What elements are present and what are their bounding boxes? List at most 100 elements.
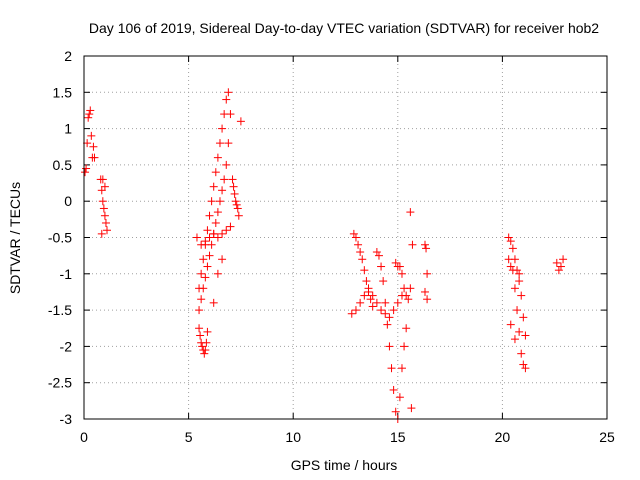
data-point	[97, 229, 106, 238]
x-tick-label: 10	[285, 429, 301, 445]
series-arc-12	[420, 240, 432, 304]
data-point	[205, 211, 214, 220]
data-point	[515, 327, 524, 336]
data-point	[383, 320, 392, 329]
data-point	[226, 222, 235, 231]
series-arc-13	[504, 233, 530, 340]
data-point	[222, 226, 231, 235]
data-point	[87, 131, 96, 140]
data-point	[406, 208, 415, 217]
data-point	[218, 229, 227, 238]
data-point	[197, 269, 206, 278]
plot-frame	[83, 55, 608, 420]
series-arc-15	[552, 255, 568, 275]
data-point	[349, 229, 358, 238]
data-point	[391, 258, 400, 267]
data-point	[202, 338, 211, 347]
data-point	[513, 306, 522, 315]
data-point	[385, 342, 394, 351]
y-tick-label: 0.5	[53, 157, 73, 173]
x-tick-label: 15	[390, 429, 406, 445]
data-point	[224, 88, 233, 97]
data-point	[506, 237, 515, 246]
data-point	[218, 255, 227, 264]
data-point	[101, 218, 110, 227]
data-point	[209, 298, 218, 307]
data-point	[213, 233, 222, 242]
data-point	[197, 295, 206, 304]
data-point	[504, 233, 513, 242]
axis-ticks: 0 5 10 15 20 25 -3 -2.5 -2 -1.5 -1 -0.5 0 0.5 1 1.5 2	[48, 48, 615, 445]
data-point	[81, 168, 90, 177]
data-point	[84, 113, 93, 122]
data-point	[100, 211, 109, 220]
series-arc-1	[81, 106, 99, 177]
y-tick-label: 0	[64, 193, 72, 209]
x-axis-label: GPS time / hours	[291, 457, 398, 473]
data-point	[89, 142, 98, 151]
data-point	[517, 291, 526, 300]
data-point	[360, 291, 369, 300]
data-point	[205, 233, 214, 242]
data-point	[85, 110, 94, 119]
data-point	[402, 324, 411, 333]
data-point	[356, 298, 365, 307]
data-point	[200, 349, 209, 358]
data-point	[209, 182, 218, 191]
y-tick-label: -2	[60, 338, 73, 354]
data-point	[368, 291, 377, 300]
data-point	[510, 284, 519, 293]
data-point	[211, 218, 220, 227]
x-tick-label: 25	[599, 429, 615, 445]
y-tick-label: -0.5	[48, 230, 72, 246]
data-point	[203, 226, 212, 235]
data-point	[224, 139, 233, 148]
data-point	[517, 349, 526, 358]
data-point	[203, 327, 212, 336]
data-point	[222, 160, 231, 169]
data-point	[207, 240, 216, 249]
data-point	[199, 255, 208, 264]
data-point	[195, 306, 204, 315]
data-point	[233, 204, 242, 213]
data-point	[98, 197, 107, 206]
data-point	[519, 360, 528, 369]
data-point	[381, 298, 390, 307]
data-point	[362, 277, 371, 286]
data-point	[351, 306, 360, 315]
y-tick-label: 1	[64, 121, 72, 137]
data-point	[201, 237, 210, 246]
y-tick-label: -3	[60, 411, 73, 427]
y-tick-label: -2.5	[48, 375, 72, 391]
series-arc-5	[195, 110, 235, 315]
data-point	[364, 284, 373, 293]
y-axis-label: SDTVAR / TECUs	[7, 182, 23, 294]
data-point	[506, 262, 515, 271]
data-point	[515, 277, 524, 286]
data-point	[379, 277, 388, 286]
data-point	[199, 284, 208, 293]
data-point	[215, 139, 224, 148]
data-point	[366, 295, 375, 304]
grid	[84, 56, 607, 419]
data-point	[423, 269, 432, 278]
data-point	[385, 313, 394, 322]
data-point	[393, 298, 402, 307]
data-point	[229, 182, 238, 191]
data-point	[213, 208, 222, 217]
data-point	[395, 262, 404, 271]
series-arc-14	[504, 255, 530, 373]
data-point	[400, 342, 409, 351]
data-point	[196, 331, 205, 340]
data-point	[515, 269, 524, 278]
data-point	[420, 240, 429, 249]
data-point	[559, 255, 568, 264]
data-point	[218, 124, 227, 133]
data-point	[508, 266, 517, 275]
data-point	[406, 284, 415, 293]
data-point	[205, 251, 214, 260]
data-point	[220, 175, 229, 184]
data-point	[506, 320, 515, 329]
data-point	[90, 153, 99, 162]
